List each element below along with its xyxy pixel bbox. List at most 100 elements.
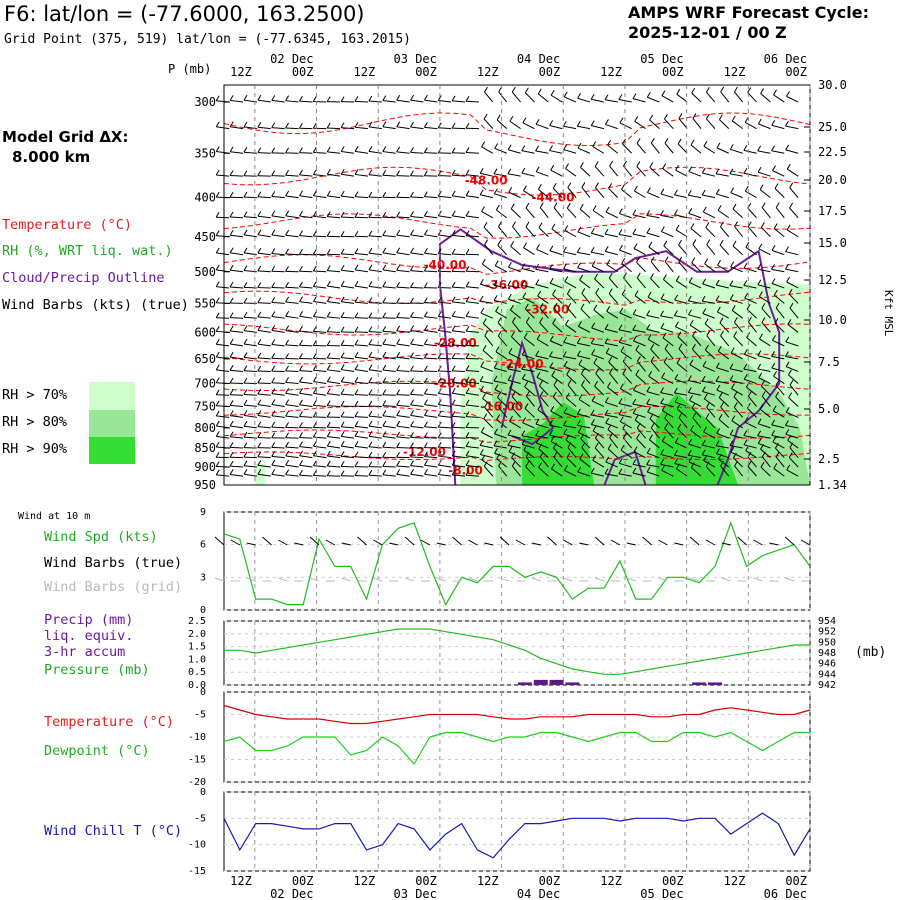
bottom-hour-label: 00Z [415,874,437,888]
wind-barb-flag [664,412,669,419]
wind-barb-flag [692,113,697,119]
wind-barb-shaft [382,216,396,219]
wind-barb-flag [565,319,569,326]
wind-barb-flag [622,432,627,439]
wind-barb-shaft [271,252,285,256]
wind-barb-flag [636,422,641,429]
wind-barb-flag [312,311,317,317]
wind-barb-shaft [521,172,535,177]
wind-barb-shaft [522,422,535,429]
wind-barb-shaft [674,463,688,468]
wind-barb-shaft [452,381,466,385]
wind-barb-flag [715,279,720,286]
wind-barb-flag [609,432,614,439]
wind-barb-flag [299,450,303,457]
wind-barb-shaft [355,435,369,439]
wind-barb-flag [719,317,724,324]
wind-barb-flag [299,190,303,196]
wind-barb-shaft [553,384,563,396]
wind-barb-flag [480,361,485,367]
wind-barb-shaft [746,337,757,347]
wind-barb-flag [771,145,775,151]
wind-barb-flag [271,170,276,176]
wind-barb-shaft [511,407,521,418]
wind-barb-shaft [619,462,632,468]
wind-barb-flag [580,162,584,168]
forecast-cycle-value: 2025-12-01 / 00 Z [628,23,787,42]
wind-barb-shaft [327,455,341,459]
wind-barb-shaft [649,439,660,449]
wind-barb-shaft [675,229,688,238]
wind-barb-shaft [647,296,660,304]
wind-barb-flag [673,387,678,394]
wind-barb-flag [465,190,470,196]
wind-barb-flag [451,365,456,372]
wind-barb-shaft [567,187,577,198]
wind-barb-shaft [524,308,535,319]
wind-barb-flag [632,467,637,474]
wind-barb-flag [396,281,401,288]
wind-barb-flag [523,185,527,191]
wind-barb-flag [524,303,529,310]
wind-barb-10m [753,539,763,546]
wind-barb-shaft [341,381,355,385]
wind-barb-flag [785,246,789,252]
wind-barb-shaft [591,232,605,238]
wind-barb-flag [646,187,651,193]
wind-barb-flag [595,368,600,374]
wind-barb-flag [451,388,456,394]
wind-barb-shaft [660,463,674,468]
wind-barb-shaft [581,373,591,384]
value-tick-label: 3 [200,572,206,583]
wind-barb-grid [214,577,225,582]
wind-barb-flag [522,417,527,423]
wind-barb-shaft [592,430,605,439]
wind-barb-shaft [507,149,521,154]
wind-barb-shaft [382,474,396,477]
height-tick-label: 2.5 [818,452,840,466]
wind-barb-shaft [327,357,341,360]
wind-barb-shaft [590,343,604,347]
wind-barb-10m [373,539,383,546]
wind-barb-shaft [438,404,452,407]
wind-barb-flag [785,407,790,413]
wind-barb-shaft [564,365,577,372]
wind-barb-10m [642,536,652,546]
wind-barb-flag [773,289,778,296]
wind-barb-shaft [271,215,285,219]
wind-barb-flag [340,400,345,407]
wind-barb-shaft [609,373,619,384]
wind-barb-shaft [354,456,368,459]
wind-barb-flag [510,331,515,337]
wind-barb-shaft [730,352,743,360]
wind-barb-shaft [354,425,368,429]
wind-barb-flag [326,440,331,447]
wind-barb-shaft [382,356,396,360]
wind-barb-10m [278,539,288,546]
wind-barb-flag [229,211,234,218]
wind-barb-grid [373,577,383,582]
wind-barb-flag [423,122,428,128]
wind-barb-shaft [688,300,702,304]
wind-barb-flag [633,385,637,391]
wind-barb-flag [703,141,708,147]
wind-barb-flag [243,410,248,416]
wind-barb-shaft [774,188,785,198]
wind-barb-flag [689,395,693,401]
wind-barb-shaft [743,435,757,439]
wind-barb-shaft [633,340,646,347]
wind-barb-flag [715,295,720,301]
wind-barb-flag [424,338,428,345]
wind-barb-shaft [410,126,424,130]
wind-barb-flag [437,432,442,438]
wind-barb-flag [243,365,248,371]
wind-barb-shaft [299,100,313,103]
wind-barb-flag [674,321,679,327]
wind-barb-flag [715,362,720,368]
wind-barb-flag [285,353,289,359]
wind-barb-shaft [285,381,299,385]
wind-barb-flag [451,147,456,154]
wind-barb-shaft [538,467,549,477]
wind-barb-flag [285,190,290,197]
precip-bar [692,682,707,685]
